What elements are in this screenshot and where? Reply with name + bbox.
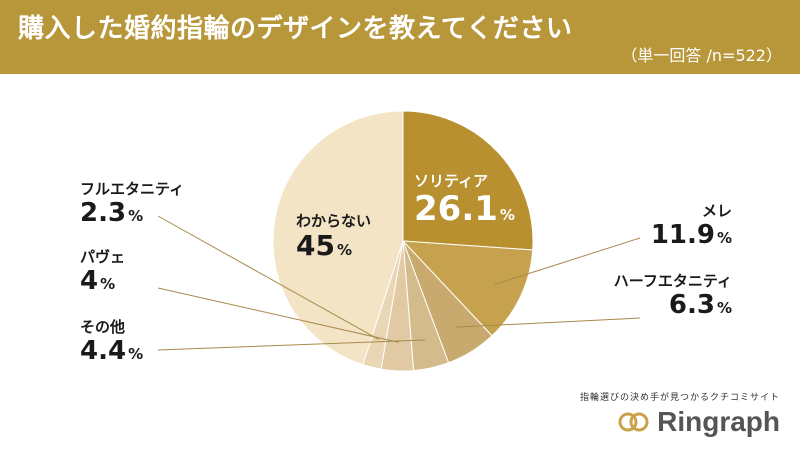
label-other: その他 4.4% [80, 318, 144, 366]
leader-line-2 [456, 317, 641, 328]
label-full-eternity: フルエタニティ 2.3% [80, 180, 185, 228]
pie-slice-6 [272, 110, 404, 366]
brand-tagline: 指輪選びの決め手が見つかるクチコミサイト [579, 393, 780, 403]
header-bar: 購入した婚約指輪のデザインを教えてください （単一回答 /n=522） [0, 0, 800, 74]
label-half-eternity: ハーフエタニティ 6.3% [613, 272, 732, 320]
brand-name: Ringraph [657, 406, 780, 437]
brand-logo[interactable]: Ringraph [617, 406, 780, 438]
ring-logo-icon [618, 412, 649, 432]
leader-line-5 [157, 215, 379, 340]
leader-line-4 [157, 287, 399, 343]
pie-slice-1 [401, 240, 534, 337]
brand-block: 指輪選びの決め手が見つかるクチコミサイト Ringraph [580, 390, 780, 438]
leader-line-1 [494, 237, 641, 285]
label-pave: パヴェ 4% [80, 248, 126, 296]
label-unknown: わからない 45% [296, 212, 372, 262]
label-mele: メレ 11.9% [650, 202, 732, 250]
label-solitaire: ソリティア 26.1% [414, 172, 515, 229]
pie-slice-0 [402, 110, 534, 251]
page-title: 購入した婚約指輪のデザインを教えてください [18, 14, 573, 44]
leader-line-3 [157, 339, 426, 351]
page-subtitle: （単一回答 /n=522） [621, 46, 782, 65]
